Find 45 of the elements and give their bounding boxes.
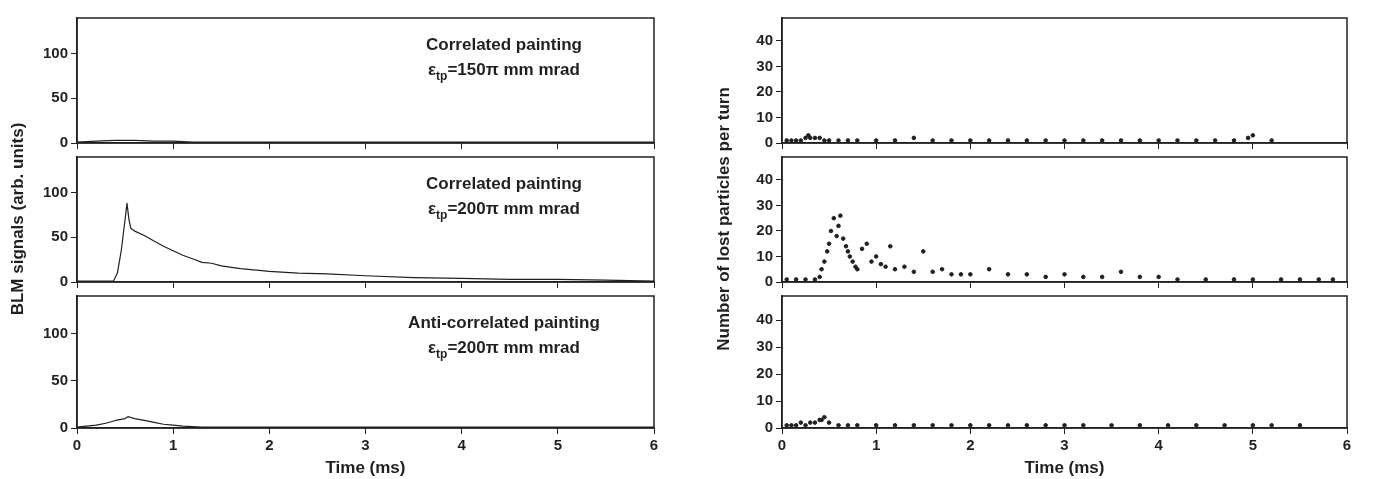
x-axis-title: Time (ms) (325, 458, 406, 478)
x-tick-label: 4 (1154, 436, 1164, 454)
y-tick-label: 40 (756, 31, 773, 49)
y-tick-label: 40 (756, 310, 773, 328)
y-tick-label: 0 (764, 418, 773, 436)
x-tick-label: 1 (168, 436, 178, 454)
x-tick-label: 3 (1060, 436, 1069, 454)
y-tick-label: 100 (42, 323, 68, 341)
annotation: Anti-correlated painting (408, 313, 600, 332)
y-tick-label: 30 (756, 56, 773, 74)
y-tick-label: 100 (42, 182, 68, 200)
annotation: Correlated painting (426, 174, 582, 193)
y-tick-label: 10 (756, 246, 773, 264)
y-tick-label: 30 (756, 337, 773, 355)
y-tick-label: 10 (756, 391, 773, 409)
y-tick-label: 50 (51, 88, 68, 106)
x-tick-label: 6 (649, 436, 659, 454)
y-tick-label: 50 (51, 227, 68, 245)
y-tick-label: 20 (756, 82, 773, 100)
y-tick-label: 20 (756, 221, 773, 239)
x-tick-label: 3 (361, 436, 370, 454)
y-tick-label: 30 (756, 195, 773, 213)
y-tick-label: 20 (756, 364, 773, 382)
y-tick-label: 0 (59, 418, 68, 436)
x-tick-label: 5 (1248, 436, 1258, 454)
y-tick-label: 50 (51, 371, 68, 388)
x-tick-label: 2 (966, 436, 975, 454)
x-tick-label: 4 (457, 436, 467, 454)
x-tick-label: 0 (72, 436, 82, 454)
annotation: Correlated painting (426, 35, 582, 54)
x-axis-title: Time (ms) (1024, 458, 1105, 478)
x-tick-label: 6 (1342, 436, 1352, 454)
y-axis-title: BLM signals (arb. units) (8, 122, 28, 316)
y-tick-label: 0 (59, 272, 68, 290)
y-tick-label: 0 (764, 133, 773, 151)
y-axis-title: Number of lost particles per turn (714, 87, 734, 351)
y-tick-label: 100 (42, 43, 68, 61)
x-tick-label: 5 (553, 436, 563, 454)
y-tick-label: 0 (764, 272, 773, 290)
y-tick-label: 40 (756, 170, 773, 188)
y-tick-label: 0 (59, 133, 68, 151)
x-tick-label: 1 (871, 436, 881, 454)
x-tick-label: 2 (265, 436, 274, 454)
x-tick-label: 0 (777, 436, 787, 454)
y-tick-label: 10 (756, 107, 773, 125)
